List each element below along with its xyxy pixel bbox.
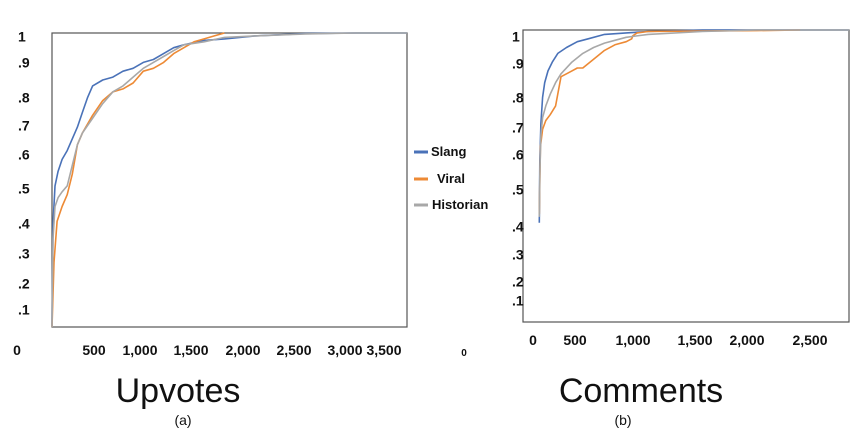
plot-frame (51, 32, 408, 328)
y-tick-label: .9 (512, 56, 524, 72)
series-line-viral (51, 32, 225, 328)
y-tick-label: .1 (18, 302, 30, 318)
x-tick-label: 2,000 (225, 342, 260, 358)
x-tick-label: 1,500 (677, 332, 712, 348)
x-tick-label: 2,000 (729, 332, 764, 348)
y-tick-label: .2 (512, 274, 524, 290)
y-tick-label: .7 (18, 118, 30, 134)
y-tick-label: .8 (512, 90, 524, 106)
series-line-slang (538, 29, 849, 223)
chart-panel-b: .1 .2 .3 .4 .5 .6 .7 .8 .9 1 0 500 1,000 1,500 2,000 2,… (512, 29, 850, 428)
x-tick-label: 3,000 (327, 342, 362, 358)
x-tick-label: 2,500 (792, 332, 827, 348)
y-tick-label: .6 (512, 147, 524, 163)
y-tick-label: .6 (18, 147, 30, 163)
y-tick-label: .4 (18, 216, 30, 232)
plot-frame (522, 29, 850, 323)
x-tick-label: 2,500 (276, 342, 311, 358)
x-axis-title: Upvotes (116, 372, 241, 410)
series-line-viral (538, 29, 801, 215)
y-tick-label: .3 (18, 246, 30, 262)
y-tick-label: .3 (512, 247, 524, 263)
y-tick-label: 1 (512, 29, 520, 45)
y-tick-label: .4 (512, 219, 524, 235)
series-line-slang (51, 32, 407, 328)
x-tick-label: 500 (563, 332, 587, 348)
y-tick-label: .9 (18, 55, 30, 71)
y-tick-label: .7 (512, 120, 524, 136)
legend: Slang Viral Historian (414, 144, 488, 212)
y-tick-label: 1 (18, 29, 26, 45)
legend-label-viral: Viral (437, 171, 465, 186)
y-tick-label: .1 (512, 293, 524, 309)
y-tick-label: .5 (512, 182, 524, 198)
panel-caption: (a) (174, 412, 191, 428)
x-tick-label: 0 (13, 342, 21, 358)
x-tick-label: 0 (461, 348, 467, 359)
legend-label-slang: Slang (431, 144, 466, 159)
series-line-historian (51, 32, 407, 328)
panel-caption: (b) (614, 412, 631, 428)
x-axis-title: Comments (559, 372, 723, 410)
x-tick-label: 1,000 (615, 332, 650, 348)
y-tick-label: .5 (18, 181, 30, 197)
x-tick-label: 0 (529, 332, 537, 348)
y-tick-label: .8 (18, 90, 30, 106)
x-tick-label: 1,000 (122, 342, 157, 358)
series-line-historian (538, 29, 849, 217)
legend-label-historian: Historian (432, 197, 488, 212)
x-tick-label: 500 (82, 342, 106, 358)
x-tick-label: 3,500 (366, 342, 401, 358)
x-tick-label: 1,500 (173, 342, 208, 358)
chart-panel-a: .1 .2 .3 .4 .5 .6 .7 .8 .9 1 0 500 1,000 1,500 2,000 2,… (13, 29, 467, 428)
y-tick-label: .2 (18, 276, 30, 292)
